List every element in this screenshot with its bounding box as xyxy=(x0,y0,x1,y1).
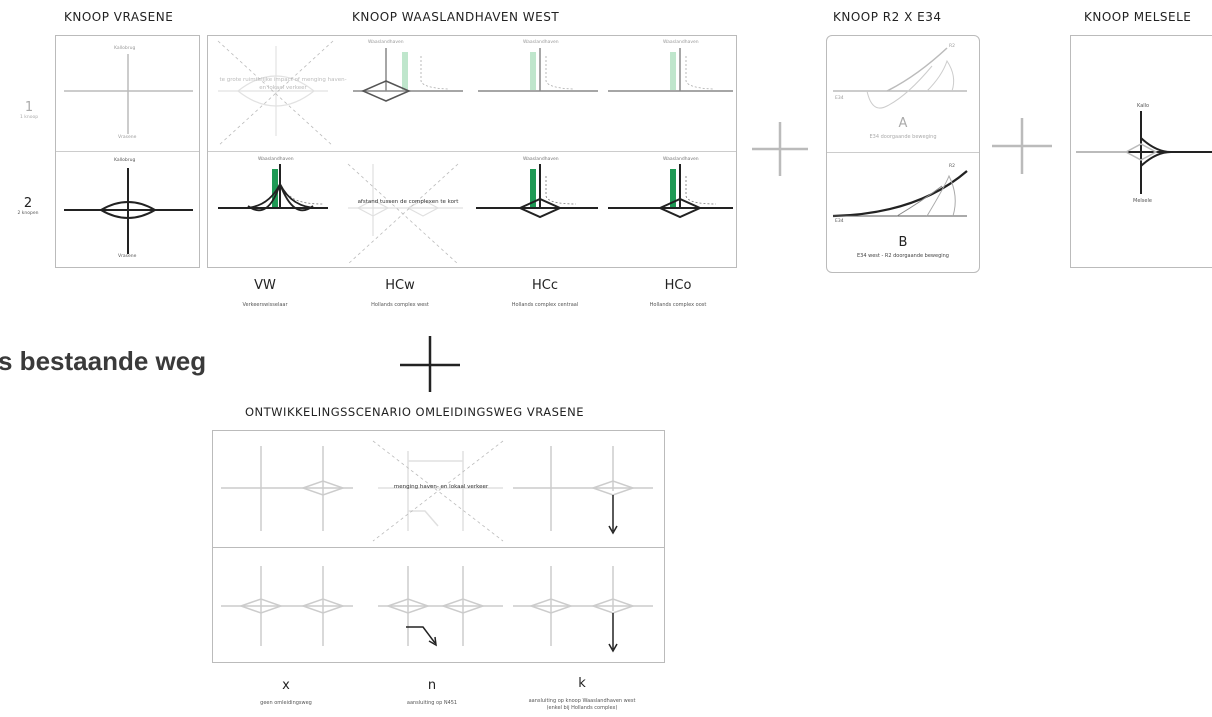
note-menging: menging haven- en lokaal verkeer xyxy=(393,484,489,490)
col-desc-hcc: Hollands complex centraal xyxy=(511,302,579,308)
header-knoop-vrasene: KNOOP VRASENE xyxy=(64,10,174,24)
scenario-title: ONTWIKKELINGSSCENARIO OMLEIDINGSWEG VRAS… xyxy=(245,405,585,419)
label-kallo: Kallo xyxy=(1137,103,1150,109)
label-waaslandhaven-3: Waaslandhaven xyxy=(663,40,699,45)
panel-knoop-melsele: Kallo Melsele xyxy=(1070,35,1212,268)
note-afstand: afstand tussen de complexen te kort xyxy=(357,199,459,205)
label-waaslandhaven-6: Waaslandhaven xyxy=(663,157,699,162)
label-r2-2: R2 xyxy=(949,164,955,169)
label-vrasene-2: Vrasene xyxy=(118,254,137,259)
panel-scenario: menging haven- en lokaal verkeer xyxy=(212,430,665,663)
desc-b: E34 west - R2 doorgaande beweging xyxy=(857,253,949,259)
label-waaslandhaven-1: Waaslandhaven xyxy=(368,40,404,45)
label-melsele: Melsele xyxy=(1133,198,1152,204)
col-desc-vw: Verkeerswisselaar xyxy=(242,302,288,308)
scenario-code-k: k xyxy=(578,676,586,691)
col-code-hcc: HCc xyxy=(532,278,558,293)
label-kallobrug-1: Kallobrug xyxy=(114,46,136,51)
label-kallobrug-2: Kallobrug xyxy=(114,158,136,163)
panel-knoop-r2-e34: E34 R2 E34 R2 A E34 doorgaande beweging … xyxy=(826,35,980,273)
header-knoop-r2-e34: KNOOP R2 X E34 xyxy=(833,10,942,24)
scenario-diagram xyxy=(221,440,653,653)
melsele-diagram xyxy=(1076,111,1212,194)
desc-a: E34 doorgaande beweging xyxy=(869,134,937,140)
header-knoop-waaslandhaven-west: KNOOP WAASLANDHAVEN WEST xyxy=(352,10,560,24)
panel-knoop-waaslandhaven-west: Waaslandhaven Waaslandhaven Waaslandhave… xyxy=(207,35,737,268)
scenario-code-x: x xyxy=(282,678,290,693)
scenario-desc-n: aansluiting op N451 xyxy=(406,700,458,706)
label-vrasene-1: Vrasene xyxy=(118,135,137,140)
scenario-desc-k: aansluiting op knoop Waaslandhaven west xyxy=(528,698,636,704)
label-e34-2: E34 xyxy=(835,219,844,224)
big-text-bestaande-weg: s bestaande weg xyxy=(0,346,207,376)
panel-knoop-vrasene: Kallobrug Vrasene Kallobrug Vrasene xyxy=(55,35,200,268)
note-impact: te grote ruimtelijke impact of menging h… xyxy=(219,77,347,91)
col-code-vw: VW xyxy=(254,278,276,293)
label-waaslandhaven-2: Waaslandhaven xyxy=(523,40,559,45)
waasland-diagram xyxy=(217,40,733,265)
scenario-code-n: n xyxy=(427,678,437,693)
label-b: B xyxy=(898,235,908,250)
header-knoop-melsele: KNOOP MELSELE xyxy=(1084,10,1192,24)
label-e34-1: E34 xyxy=(835,96,844,101)
label-waaslandhaven-5: Waaslandhaven xyxy=(523,157,559,162)
r2e34-diagram xyxy=(832,47,968,218)
col-code-hcw: HCw xyxy=(385,278,415,293)
col-desc-hco: Hollands complex oost xyxy=(649,302,707,308)
label-waaslandhaven-4: Waaslandhaven xyxy=(258,157,294,162)
scenario-desc-x: geen omleidingsweg xyxy=(260,700,312,706)
col-code-hco: HCo xyxy=(664,278,692,293)
vrasene-diagram xyxy=(64,54,193,254)
scenario-desc-k-2: (enkel bij Hollands complex) xyxy=(546,705,618,711)
col-desc-hcw: Hollands complex west xyxy=(371,302,429,308)
label-r2-1: R2 xyxy=(949,44,955,49)
label-a: A xyxy=(898,116,908,131)
